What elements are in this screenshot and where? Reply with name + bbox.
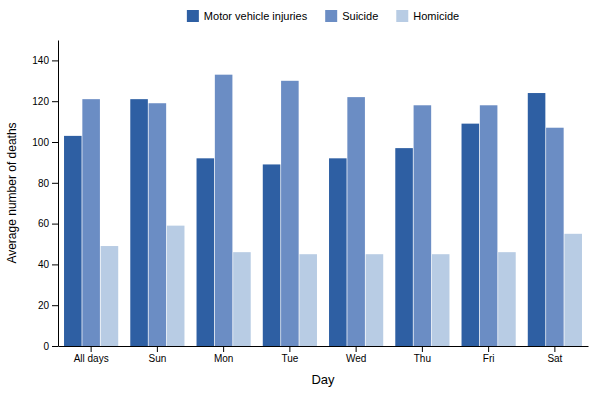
y-tick-label: 100 bbox=[32, 137, 49, 148]
bar bbox=[546, 128, 564, 346]
x-tick-label: Mon bbox=[214, 353, 233, 364]
plot: All days Sun Mon Tue Wed Thu Fri Sat 0 20 40 60 80 10… bbox=[32, 41, 588, 365]
y-tick-label: 60 bbox=[38, 218, 50, 229]
x-tick: Sun bbox=[148, 346, 166, 364]
x-tick-label: Sun bbox=[148, 353, 166, 364]
bar bbox=[167, 226, 185, 346]
x-tick-mark bbox=[422, 346, 423, 352]
y-axis-title: Average number of deaths bbox=[5, 122, 19, 263]
x-tick: Thu bbox=[414, 346, 431, 364]
x-tick-mark bbox=[488, 346, 489, 352]
y-tick: 120 bbox=[32, 96, 58, 107]
bar bbox=[82, 99, 100, 346]
bar bbox=[366, 254, 384, 346]
bar-series bbox=[82, 75, 563, 346]
legend-item: Homicide bbox=[396, 10, 459, 22]
y-tick: 100 bbox=[32, 137, 58, 148]
bar bbox=[480, 105, 498, 346]
y-tick-label: 140 bbox=[32, 55, 49, 66]
x-axis: All days Sun Mon Tue Wed Thu Fri Sat bbox=[59, 346, 589, 364]
x-axis-line bbox=[59, 346, 589, 347]
bar bbox=[281, 81, 299, 346]
legend-item: Suicide bbox=[325, 10, 378, 22]
x-tick: Tue bbox=[281, 346, 298, 364]
bar bbox=[263, 164, 281, 346]
x-tick-mark bbox=[289, 346, 290, 352]
bar bbox=[528, 93, 546, 346]
legend-label: Suicide bbox=[342, 10, 378, 22]
bar bbox=[130, 99, 148, 346]
bar bbox=[347, 97, 365, 346]
legend: Motor vehicle injuries Suicide Homicide bbox=[187, 10, 459, 22]
x-tick-mark bbox=[91, 346, 92, 352]
x-tick-label: Tue bbox=[281, 353, 298, 364]
bar bbox=[299, 254, 317, 346]
x-tick-mark bbox=[356, 346, 357, 352]
bar bbox=[101, 246, 119, 346]
y-tick-mark bbox=[52, 183, 58, 184]
x-tick-label: All days bbox=[74, 353, 109, 364]
x-tick: All days bbox=[74, 346, 109, 364]
y-tick: 140 bbox=[32, 55, 58, 66]
x-tick: Sat bbox=[547, 346, 562, 364]
y-tick-mark bbox=[52, 60, 58, 61]
bars bbox=[64, 75, 582, 346]
x-tick-label: Sat bbox=[547, 353, 562, 364]
y-tick-mark bbox=[52, 346, 58, 347]
y-tick-label: 20 bbox=[38, 300, 50, 311]
y-axis: 0 20 40 60 80 100 120 140 bbox=[32, 41, 58, 352]
bar bbox=[233, 252, 251, 346]
bar bbox=[395, 148, 413, 346]
legend-item: Motor vehicle injuries bbox=[187, 10, 308, 22]
x-tick: Mon bbox=[214, 346, 233, 364]
x-axis-title: Day bbox=[311, 372, 335, 387]
legend-swatch bbox=[187, 10, 199, 22]
legend-swatch bbox=[396, 10, 408, 22]
x-tick: Fri bbox=[483, 346, 495, 364]
bar-series bbox=[64, 93, 545, 346]
y-tick-label: 80 bbox=[38, 178, 50, 189]
bar bbox=[498, 252, 516, 346]
x-tick-mark bbox=[223, 346, 224, 352]
y-tick: 20 bbox=[38, 300, 58, 311]
legend-label: Motor vehicle injuries bbox=[204, 10, 308, 22]
bar bbox=[64, 136, 82, 346]
bar bbox=[329, 158, 347, 346]
y-tick: 80 bbox=[38, 178, 58, 189]
y-tick: 40 bbox=[38, 259, 58, 270]
legend-label: Homicide bbox=[413, 10, 459, 22]
y-axis-line bbox=[58, 41, 59, 347]
bar-series bbox=[101, 226, 582, 346]
y-tick-label: 40 bbox=[38, 259, 50, 270]
bar bbox=[197, 158, 215, 346]
x-tick-label: Wed bbox=[346, 353, 366, 364]
bar bbox=[462, 124, 480, 346]
y-tick-mark bbox=[52, 305, 58, 306]
y-tick: 0 bbox=[43, 341, 58, 352]
chart: All days Sun Mon Tue Wed Thu Fri Sat 0 20 40 60 80 10… bbox=[0, 0, 604, 394]
bar bbox=[414, 105, 432, 346]
x-tick-mark bbox=[157, 346, 158, 352]
bar bbox=[432, 254, 450, 346]
legend-swatch bbox=[325, 10, 337, 22]
x-tick-label: Fri bbox=[483, 353, 495, 364]
y-tick-mark bbox=[52, 264, 58, 265]
x-tick-label: Thu bbox=[414, 353, 431, 364]
y-tick: 60 bbox=[38, 218, 58, 229]
bar bbox=[215, 75, 233, 346]
y-tick-label: 120 bbox=[32, 96, 49, 107]
bar bbox=[149, 103, 167, 346]
y-tick-mark bbox=[52, 142, 58, 143]
y-tick-mark bbox=[52, 224, 58, 225]
x-tick-mark bbox=[554, 346, 555, 352]
bar bbox=[564, 234, 582, 346]
y-tick-label: 0 bbox=[43, 341, 49, 352]
x-tick: Wed bbox=[346, 346, 366, 364]
y-tick-mark bbox=[52, 101, 58, 102]
